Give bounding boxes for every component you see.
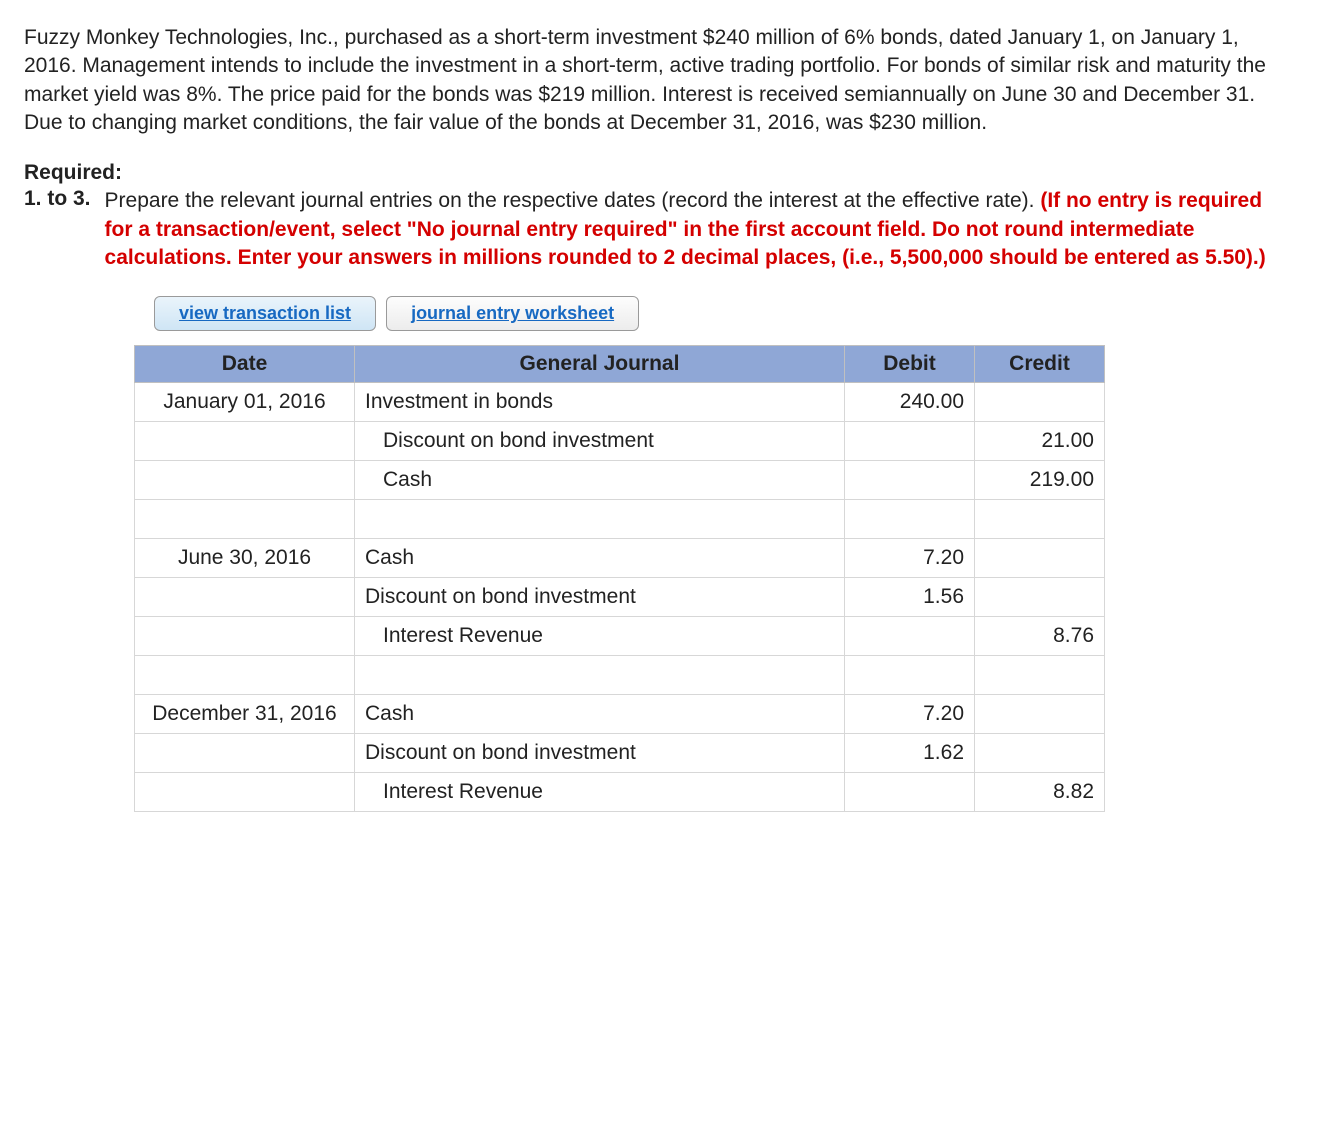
requirement-text: Prepare the relevant journal entries on …	[105, 189, 1041, 212]
debit-cell[interactable]: 1.62	[845, 734, 975, 773]
table-row: December 31, 2016Cash7.20	[135, 695, 1105, 734]
date-cell[interactable]: June 30, 2016	[135, 539, 355, 578]
account-cell[interactable]: Cash	[355, 695, 845, 734]
button-bar: view transaction list journal entry work…	[154, 296, 1294, 331]
account-cell[interactable]: Cash	[355, 461, 845, 500]
account-cell[interactable]	[355, 500, 845, 539]
date-cell[interactable]	[135, 734, 355, 773]
col-header-debit: Debit	[845, 346, 975, 383]
account-cell[interactable]	[355, 656, 845, 695]
credit-cell[interactable]	[975, 734, 1105, 773]
requirement-row: 1. to 3. Prepare the relevant journal en…	[24, 187, 1294, 272]
account-cell[interactable]: Cash	[355, 539, 845, 578]
credit-cell[interactable]	[975, 695, 1105, 734]
journal-table: Date General Journal Debit Credit Januar…	[134, 345, 1105, 812]
date-cell[interactable]	[135, 617, 355, 656]
table-row: June 30, 2016Cash7.20	[135, 539, 1105, 578]
debit-cell[interactable]: 1.56	[845, 578, 975, 617]
credit-cell[interactable]: 219.00	[975, 461, 1105, 500]
table-row: Discount on bond investment1.56	[135, 578, 1105, 617]
credit-cell[interactable]	[975, 656, 1105, 695]
table-row: Cash 219.00	[135, 461, 1105, 500]
date-cell[interactable]: January 01, 2016	[135, 383, 355, 422]
date-cell[interactable]: December 31, 2016	[135, 695, 355, 734]
table-row	[135, 500, 1105, 539]
journal-entry-worksheet-button[interactable]: journal entry worksheet	[386, 296, 639, 331]
account-cell[interactable]: Interest Revenue	[355, 617, 845, 656]
debit-cell[interactable]	[845, 773, 975, 812]
col-header-date: Date	[135, 346, 355, 383]
credit-cell[interactable]: 8.82	[975, 773, 1105, 812]
debit-cell[interactable]: 7.20	[845, 695, 975, 734]
account-cell[interactable]: Discount on bond investment	[355, 422, 845, 461]
requirement-body: Prepare the relevant journal entries on …	[105, 187, 1294, 272]
required-label: Required:	[24, 161, 1294, 185]
table-row	[135, 656, 1105, 695]
debit-cell[interactable]	[845, 461, 975, 500]
problem-statement: Fuzzy Monkey Technologies, Inc., purchas…	[24, 24, 1294, 137]
credit-cell[interactable]: 8.76	[975, 617, 1105, 656]
date-cell[interactable]	[135, 578, 355, 617]
debit-cell[interactable]	[845, 500, 975, 539]
view-transaction-list-button[interactable]: view transaction list	[154, 296, 376, 331]
account-cell[interactable]: Discount on bond investment	[355, 578, 845, 617]
date-cell[interactable]	[135, 422, 355, 461]
credit-cell[interactable]	[975, 578, 1105, 617]
debit-cell[interactable]	[845, 617, 975, 656]
credit-cell[interactable]: 21.00	[975, 422, 1105, 461]
date-cell[interactable]	[135, 773, 355, 812]
table-row: Interest Revenue 8.76	[135, 617, 1105, 656]
table-row: January 01, 2016Investment in bonds240.0…	[135, 383, 1105, 422]
date-cell[interactable]	[135, 461, 355, 500]
debit-cell[interactable]	[845, 656, 975, 695]
credit-cell[interactable]	[975, 539, 1105, 578]
debit-cell[interactable]: 7.20	[845, 539, 975, 578]
credit-cell[interactable]	[975, 383, 1105, 422]
table-row: Discount on bond investment1.62	[135, 734, 1105, 773]
date-cell[interactable]	[135, 500, 355, 539]
account-cell[interactable]: Investment in bonds	[355, 383, 845, 422]
requirement-number: 1. to 3.	[24, 187, 91, 211]
credit-cell[interactable]	[975, 500, 1105, 539]
date-cell[interactable]	[135, 656, 355, 695]
debit-cell[interactable]	[845, 422, 975, 461]
account-cell[interactable]: Interest Revenue	[355, 773, 845, 812]
debit-cell[interactable]: 240.00	[845, 383, 975, 422]
account-cell[interactable]: Discount on bond investment	[355, 734, 845, 773]
col-header-credit: Credit	[975, 346, 1105, 383]
table-row: Discount on bond investment 21.00	[135, 422, 1105, 461]
col-header-general-journal: General Journal	[355, 346, 845, 383]
table-row: Interest Revenue 8.82	[135, 773, 1105, 812]
